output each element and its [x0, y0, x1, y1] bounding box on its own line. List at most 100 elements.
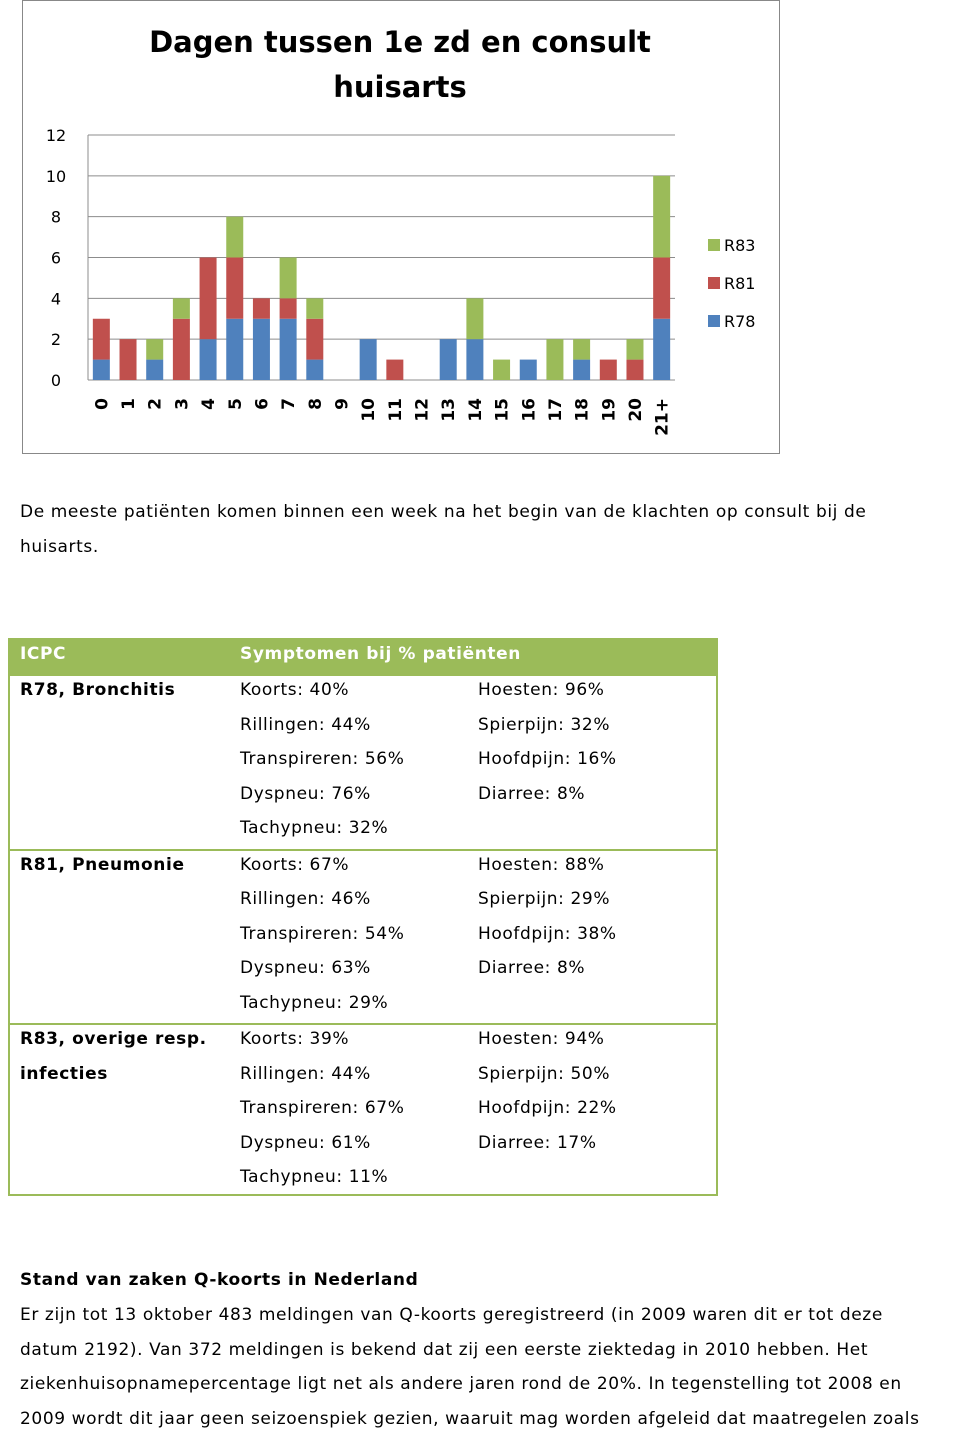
- icpc-cell: R83, overige resp.: [20, 1029, 207, 1049]
- x-tick-label: 2: [146, 398, 166, 410]
- x-tick-label: 19: [599, 398, 619, 422]
- bar-segment: [119, 339, 137, 380]
- legend-swatch: [708, 315, 720, 327]
- symptom-cell: Hoesten: 94%: [478, 1029, 605, 1049]
- legend-swatch: [708, 277, 720, 289]
- bar-segment: [146, 359, 164, 380]
- legend-label: R83: [724, 236, 755, 255]
- y-tick-label: 2: [51, 330, 61, 349]
- icpc-cell: infecties: [20, 1063, 108, 1084]
- symptom-cell: Transpireren: 54%: [240, 923, 405, 944]
- symptom-cell: Dyspneu: 76%: [240, 783, 371, 804]
- bar-segment: [199, 257, 217, 340]
- y-tick-label: 6: [51, 249, 61, 268]
- bar-segment: [172, 318, 190, 380]
- y-tick-label: 10: [46, 167, 66, 186]
- x-tick-label: 3: [172, 398, 192, 410]
- bar-segment: [306, 359, 324, 380]
- bar-segment: [653, 318, 671, 380]
- symptom-cell: Spierpijn: 32%: [478, 714, 611, 735]
- x-tick-label: 4: [199, 398, 219, 410]
- bar-segment: [226, 216, 244, 258]
- symptom-cell: Koorts: 67%: [240, 854, 350, 875]
- bar-segment: [439, 339, 457, 380]
- table: ICPC Symptomen bij % patiënten R78, Bronch…: [8, 638, 718, 1196]
- symptom-cell: Hoesten: 96%: [478, 680, 605, 700]
- symptom-cell: Transpireren: 67%: [240, 1098, 405, 1118]
- symptom-cell: Tachypneu: 32%: [240, 818, 389, 838]
- chart-title: huisarts: [333, 70, 467, 104]
- caption-line: huisarts.: [20, 537, 99, 557]
- x-tick-label: 15: [493, 398, 513, 422]
- bar-segment: [252, 298, 270, 319]
- bar-segment: [386, 359, 404, 380]
- bar-segment: [626, 359, 644, 380]
- bar-segment: [92, 359, 110, 380]
- caption-line: De meeste patiënten komen binnen een wee…: [20, 502, 867, 522]
- symptom-cell: Hoesten: 88%: [478, 854, 605, 875]
- x-tick-label: 11: [386, 398, 406, 422]
- bar-segment: [279, 318, 297, 380]
- legend-label: R81: [724, 274, 755, 293]
- symptom-cell: Spierpijn: 29%: [478, 889, 611, 909]
- bar-segment: [653, 175, 671, 258]
- bar-segment: [359, 339, 377, 380]
- symptom-cell: Dyspneu: 61%: [240, 1132, 371, 1153]
- chart: Dagen tussen 1e zd en consult huisarts 0…: [22, 0, 780, 454]
- legend-swatch: [708, 239, 720, 251]
- paragraph-line: ziekenhuisopnamepercentage ligt net als …: [20, 1374, 902, 1394]
- bar-segment: [546, 339, 564, 380]
- symptom-cell: Diarree: 8%: [478, 783, 586, 804]
- symptom-cell: Koorts: 39%: [240, 1029, 350, 1049]
- table-header: ICPC Symptomen bij % patiënten: [10, 640, 716, 676]
- bar-segment: [573, 339, 591, 360]
- bar-segment: [573, 359, 591, 380]
- chart-title: Dagen tussen 1e zd en consult: [149, 25, 651, 59]
- paragraph-line: datum 2192). Van 372 meldingen is bekend…: [20, 1339, 869, 1360]
- symptom-cell: Diarree: 17%: [478, 1132, 597, 1153]
- x-tick-label: 1: [119, 398, 139, 410]
- symptom-cell: Tachypneu: 29%: [240, 992, 389, 1013]
- section-heading: Stand van zaken Q-koorts in Nederland: [20, 1270, 419, 1290]
- y-tick-label: 4: [51, 289, 61, 308]
- symptom-cell: Diarree: 8%: [478, 958, 586, 978]
- x-tick-label: 0: [92, 398, 112, 410]
- bar-segment: [519, 359, 537, 380]
- header-cell: ICPC: [20, 644, 67, 664]
- bar-segment: [493, 359, 511, 380]
- x-tick-label: 13: [439, 398, 459, 422]
- symptom-cell: Rillingen: 46%: [240, 889, 371, 909]
- symptom-cell: Tachypneu: 11%: [240, 1167, 389, 1187]
- bar-segment: [199, 339, 217, 380]
- symptom-cell: Transpireren: 56%: [240, 749, 405, 769]
- symptom-cell: Hoofdpijn: 22%: [478, 1098, 617, 1118]
- x-tick-label: 12: [413, 398, 433, 422]
- x-tick-label: 17: [546, 398, 566, 422]
- x-tick-label: 9: [332, 398, 352, 410]
- bar-segment: [226, 318, 244, 380]
- x-tick-label: 6: [252, 398, 272, 410]
- symptom-cell: Rillingen: 44%: [240, 714, 371, 735]
- x-tick-label: 16: [519, 398, 539, 422]
- bar-segment: [653, 257, 671, 319]
- x-tick-label: 5: [226, 398, 246, 410]
- symptom-cell: Hoofdpijn: 38%: [478, 923, 617, 944]
- y-tick-label: 0: [51, 371, 61, 390]
- bar-segment: [279, 298, 297, 319]
- bar-segment: [466, 298, 484, 340]
- paragraph-line: Er zijn tot 13 oktober 483 meldingen van…: [20, 1305, 883, 1325]
- x-tick-label: 8: [306, 398, 326, 410]
- bar-segment: [306, 298, 324, 319]
- paragraph-line: 2009 wordt dit jaar geen seizoenspiek ge…: [20, 1408, 920, 1429]
- row-separator: [10, 848, 716, 851]
- x-tick-label: 7: [279, 398, 299, 410]
- symptom-cell: Spierpijn: 50%: [478, 1063, 611, 1084]
- icpc-cell: R78, Bronchitis: [20, 680, 176, 700]
- bar-segment: [92, 318, 110, 360]
- bar-segment: [279, 257, 297, 299]
- bar-segment: [599, 359, 617, 380]
- bar-segment: [466, 339, 484, 380]
- bar-segment: [172, 298, 190, 319]
- y-tick-label: 8: [51, 208, 61, 227]
